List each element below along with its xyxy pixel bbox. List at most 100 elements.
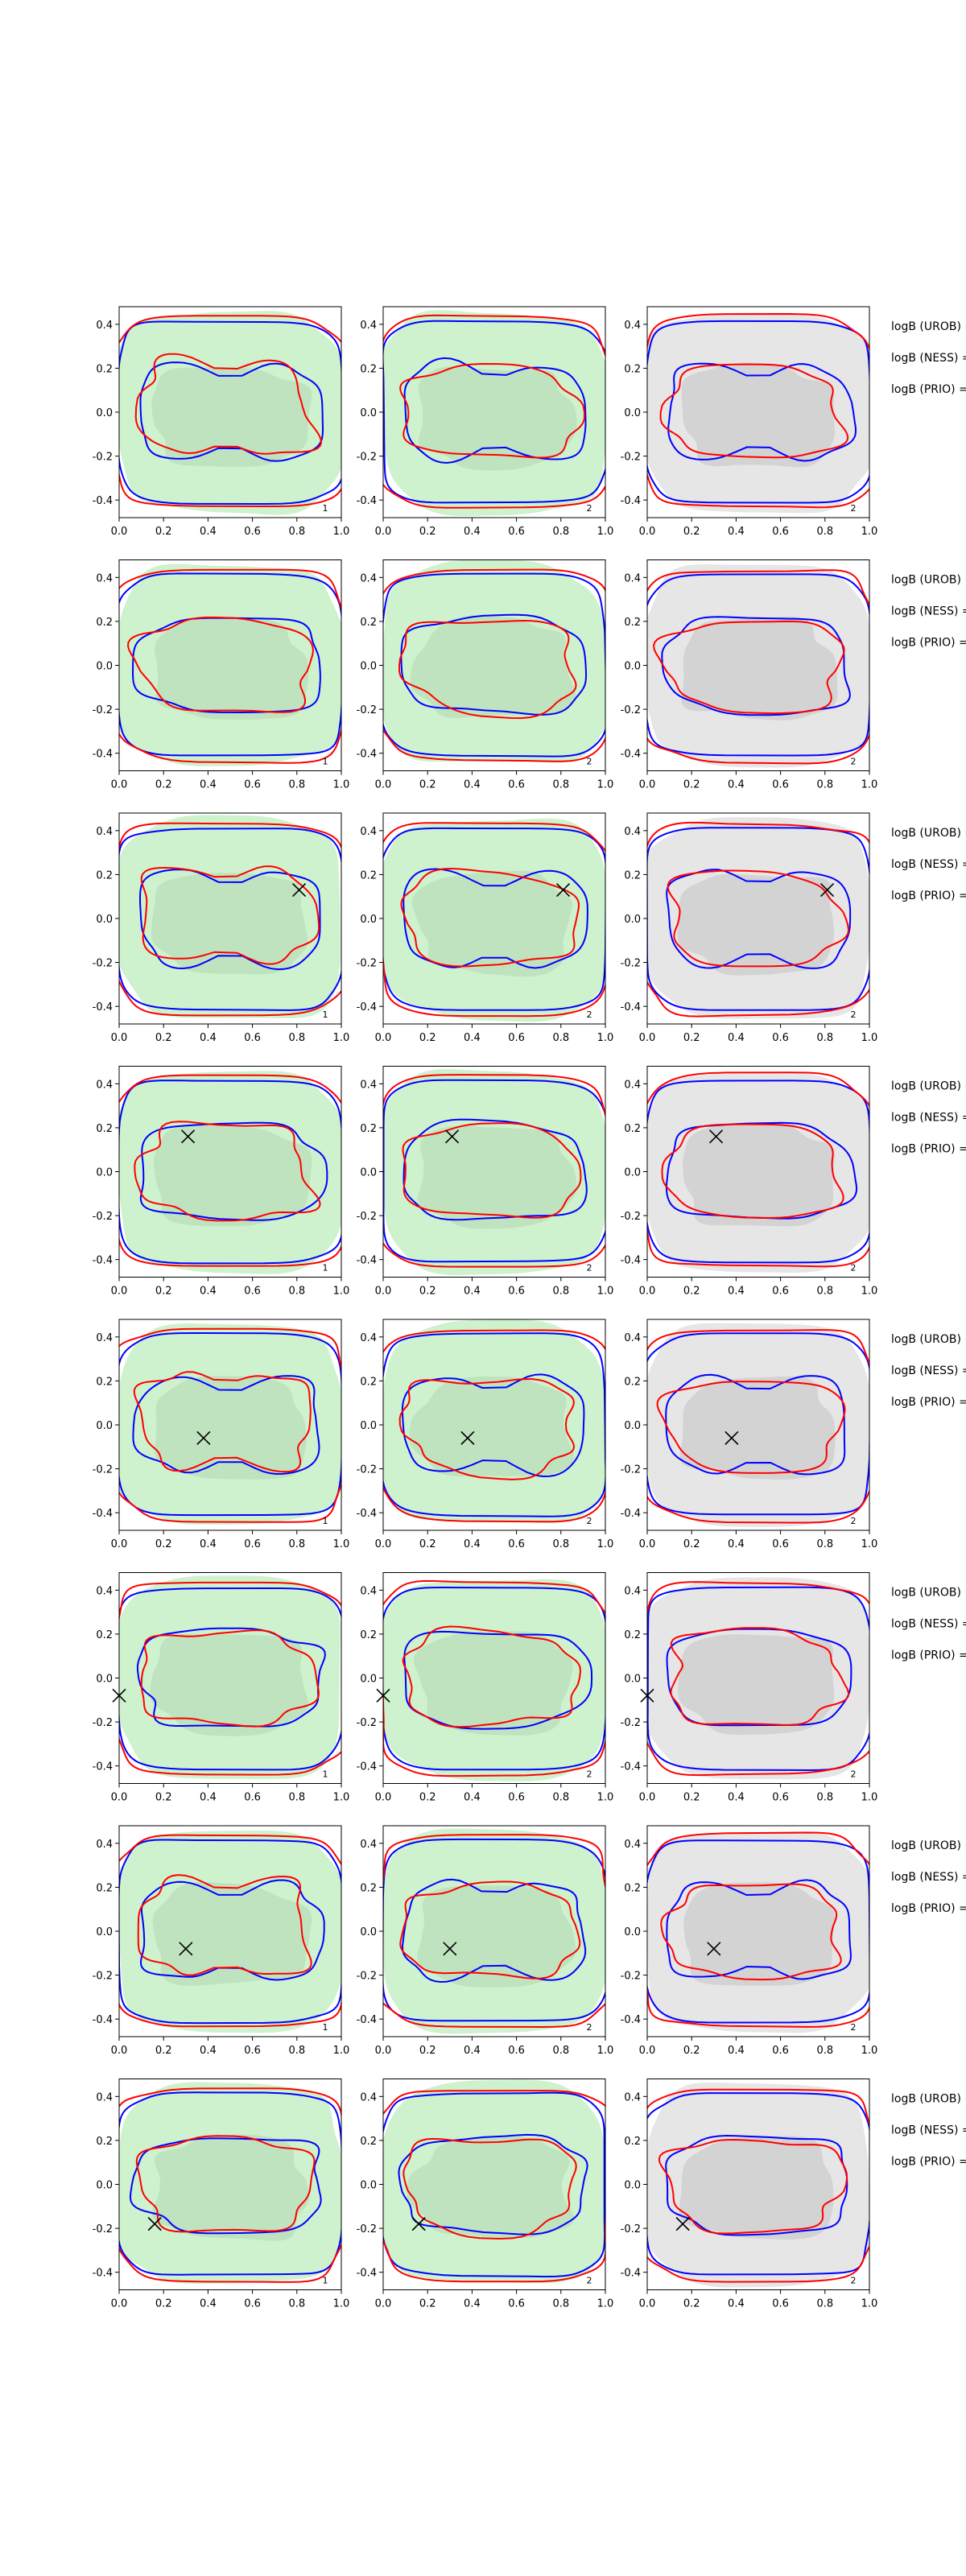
x-tick-label: 1.0: [861, 1538, 878, 1550]
blue-contour-outer: [647, 320, 869, 504]
y-tick-label: 0.4: [624, 572, 641, 584]
blue-contour-outer: [119, 1080, 341, 1265]
blue-contour-inner: [136, 1627, 326, 1728]
y-tick-label: 0.2: [96, 617, 113, 629]
y-tick-label: 0.2: [624, 1882, 641, 1894]
y-tick-label: 0.2: [360, 363, 377, 375]
y-tick-label: 0.0: [96, 661, 113, 673]
x-tick-label: 0.4: [728, 2298, 745, 2310]
panel-label: 2: [851, 1263, 857, 1274]
side-label: logB (UROB) =: [891, 574, 966, 587]
x-tick-label: 1.0: [597, 2045, 614, 2057]
y-tick-label: -0.4: [357, 1001, 377, 1013]
x-tick-label: 0.6: [772, 2045, 789, 2057]
x-tick-label: 1.0: [861, 526, 878, 538]
x-tick-label: 0.4: [464, 2298, 481, 2310]
sample-marker-x: [147, 2217, 162, 2231]
panel-r5-c3: -0.4 -0.2 0.0 0.2 0.4 0.0 0.2 0.4 0.6 0.8 1.0 2: [621, 1319, 878, 1550]
x-tick-label: 0.4: [728, 526, 745, 538]
y-tick-label: 0.0: [360, 1420, 377, 1432]
x-tick-label: 0.0: [111, 526, 128, 538]
y-tick-label: 0.0: [624, 1420, 641, 1432]
panel-r7-c3: -0.4 -0.2 0.0 0.2 0.4 0.0 0.2 0.4 0.6 0.8 1.0 2: [621, 1825, 877, 2057]
x-tick-label: 0.0: [375, 1032, 392, 1044]
panel-label: 1: [323, 1263, 328, 1274]
panel-r6-c1: -0.4 -0.2 0.0 0.2 0.4 0.0 0.2 0.4 0.6 0.8 1.0 1: [93, 1572, 349, 1804]
panel-label: 2: [851, 503, 857, 514]
y-tick-label: 0.4: [624, 826, 641, 838]
y-tick-label: -0.4: [93, 2014, 113, 2026]
x-tick-label: 0.0: [639, 1032, 656, 1044]
x-tick-label: 1.0: [597, 1286, 614, 1298]
y-tick-label: 0.0: [624, 407, 641, 419]
x-tick-label: 0.6: [772, 1538, 789, 1550]
panel-label: 2: [851, 1009, 857, 1020]
panel-label: 2: [587, 1263, 592, 1274]
blue-contour-inner: [665, 2134, 848, 2236]
red-contour-outer: [119, 568, 341, 764]
y-tick-label: 0.2: [624, 363, 641, 375]
blue-contour-outer: [119, 1839, 341, 2025]
red-contour-outer: [647, 1581, 869, 1777]
y-tick-label: -0.2: [93, 1971, 113, 1983]
x-tick-label: 1.0: [597, 526, 614, 538]
side-label: logB (NESS) =: [891, 352, 966, 365]
y-tick-label: -0.4: [357, 749, 377, 761]
y-tick-label: 0.0: [96, 1674, 113, 1686]
red-contour-inner: [140, 1629, 320, 1728]
fill-region-inner: [407, 2136, 574, 2239]
x-tick-label: 0.6: [772, 1032, 789, 1044]
fill-region-inner: [414, 1631, 573, 1736]
x-tick-label: 0.2: [155, 1032, 172, 1044]
panel-r4-c1: -0.4 -0.2 0.0 0.2 0.4 0.0 0.2 0.4 0.6 0.8 1.0 1: [93, 1066, 349, 1298]
sample-marker-x: [180, 1129, 196, 1144]
x-tick-label: 0.6: [244, 1286, 261, 1298]
red-contour-outer: [119, 1327, 341, 1523]
blue-contour-inner: [401, 1373, 585, 1478]
red-contour-inner: [126, 616, 314, 713]
panel-label: 2: [851, 2022, 857, 2033]
x-tick-label: 0.8: [288, 2298, 305, 2310]
panel-r8-c2: -0.4 -0.2 0.0 0.2 0.4 0.0 0.2 0.4 0.6 0.8 1.0 2: [357, 2079, 613, 2310]
red-contour-inner: [400, 867, 580, 968]
y-tick-label: 0.4: [360, 1839, 377, 1851]
x-tick-label: 0.0: [111, 1286, 128, 1298]
x-tick-label: 0.4: [728, 1792, 745, 1804]
red-contour-inner: [659, 363, 849, 459]
blue-contour-inner: [400, 613, 587, 716]
side-label: logB (PRIO) =: [891, 1902, 966, 1915]
y-tick-label: 0.0: [360, 407, 377, 419]
x-tick-label: 0.2: [419, 2298, 436, 2310]
x-tick-label: 0.8: [552, 2045, 569, 2057]
y-tick-label: 0.4: [96, 1839, 113, 1851]
red-contour-inner: [134, 353, 323, 455]
y-tick-label: 0.4: [360, 572, 377, 584]
x-tick-label: 0.2: [155, 1538, 172, 1550]
side-label: logB (UROB) =: [891, 2093, 966, 2106]
x-tick-label: 0.0: [111, 2045, 128, 2057]
fill-region-inner: [153, 1125, 312, 1227]
panel-r1-c1: -0.4 -0.2 0.0 0.2 0.4 0.0 0.2 0.4 0.6 0.8 1.0 1: [93, 306, 349, 538]
y-tick-label: 0.0: [360, 1674, 377, 1686]
fill-region-inner: [155, 1376, 307, 1480]
y-tick-label: -0.4: [621, 1508, 641, 1520]
x-tick-label: 0.4: [200, 1538, 217, 1550]
y-tick-label: 0.4: [360, 826, 377, 838]
panel-r8-c3: -0.4 -0.2 0.0 0.2 0.4 0.0 0.2 0.4 0.6 0.8 1.0 2: [621, 2079, 877, 2310]
x-tick-label: 0.4: [464, 1032, 481, 1044]
red-contour-inner: [137, 1874, 312, 1976]
sample-marker-x: [291, 882, 307, 898]
x-tick-label: 0.4: [464, 1538, 481, 1550]
red-contour-outer: [647, 1329, 869, 1524]
red-contour-outer: [119, 1074, 341, 1267]
x-tick-label: 0.6: [508, 1286, 525, 1298]
x-tick-label: 0.0: [375, 526, 392, 538]
side-label: logB (UROB) =: [891, 1080, 966, 1093]
fill-region-inner: [678, 1634, 835, 1736]
x-tick-label: 0.8: [288, 1792, 305, 1804]
sample-marker-x: [196, 1430, 211, 1445]
side-label: logB (UROB) =: [891, 1333, 966, 1346]
x-tick-label: 0.2: [155, 2045, 172, 2057]
x-tick-label: 0.2: [683, 1792, 700, 1804]
x-tick-label: 0.4: [200, 779, 217, 791]
